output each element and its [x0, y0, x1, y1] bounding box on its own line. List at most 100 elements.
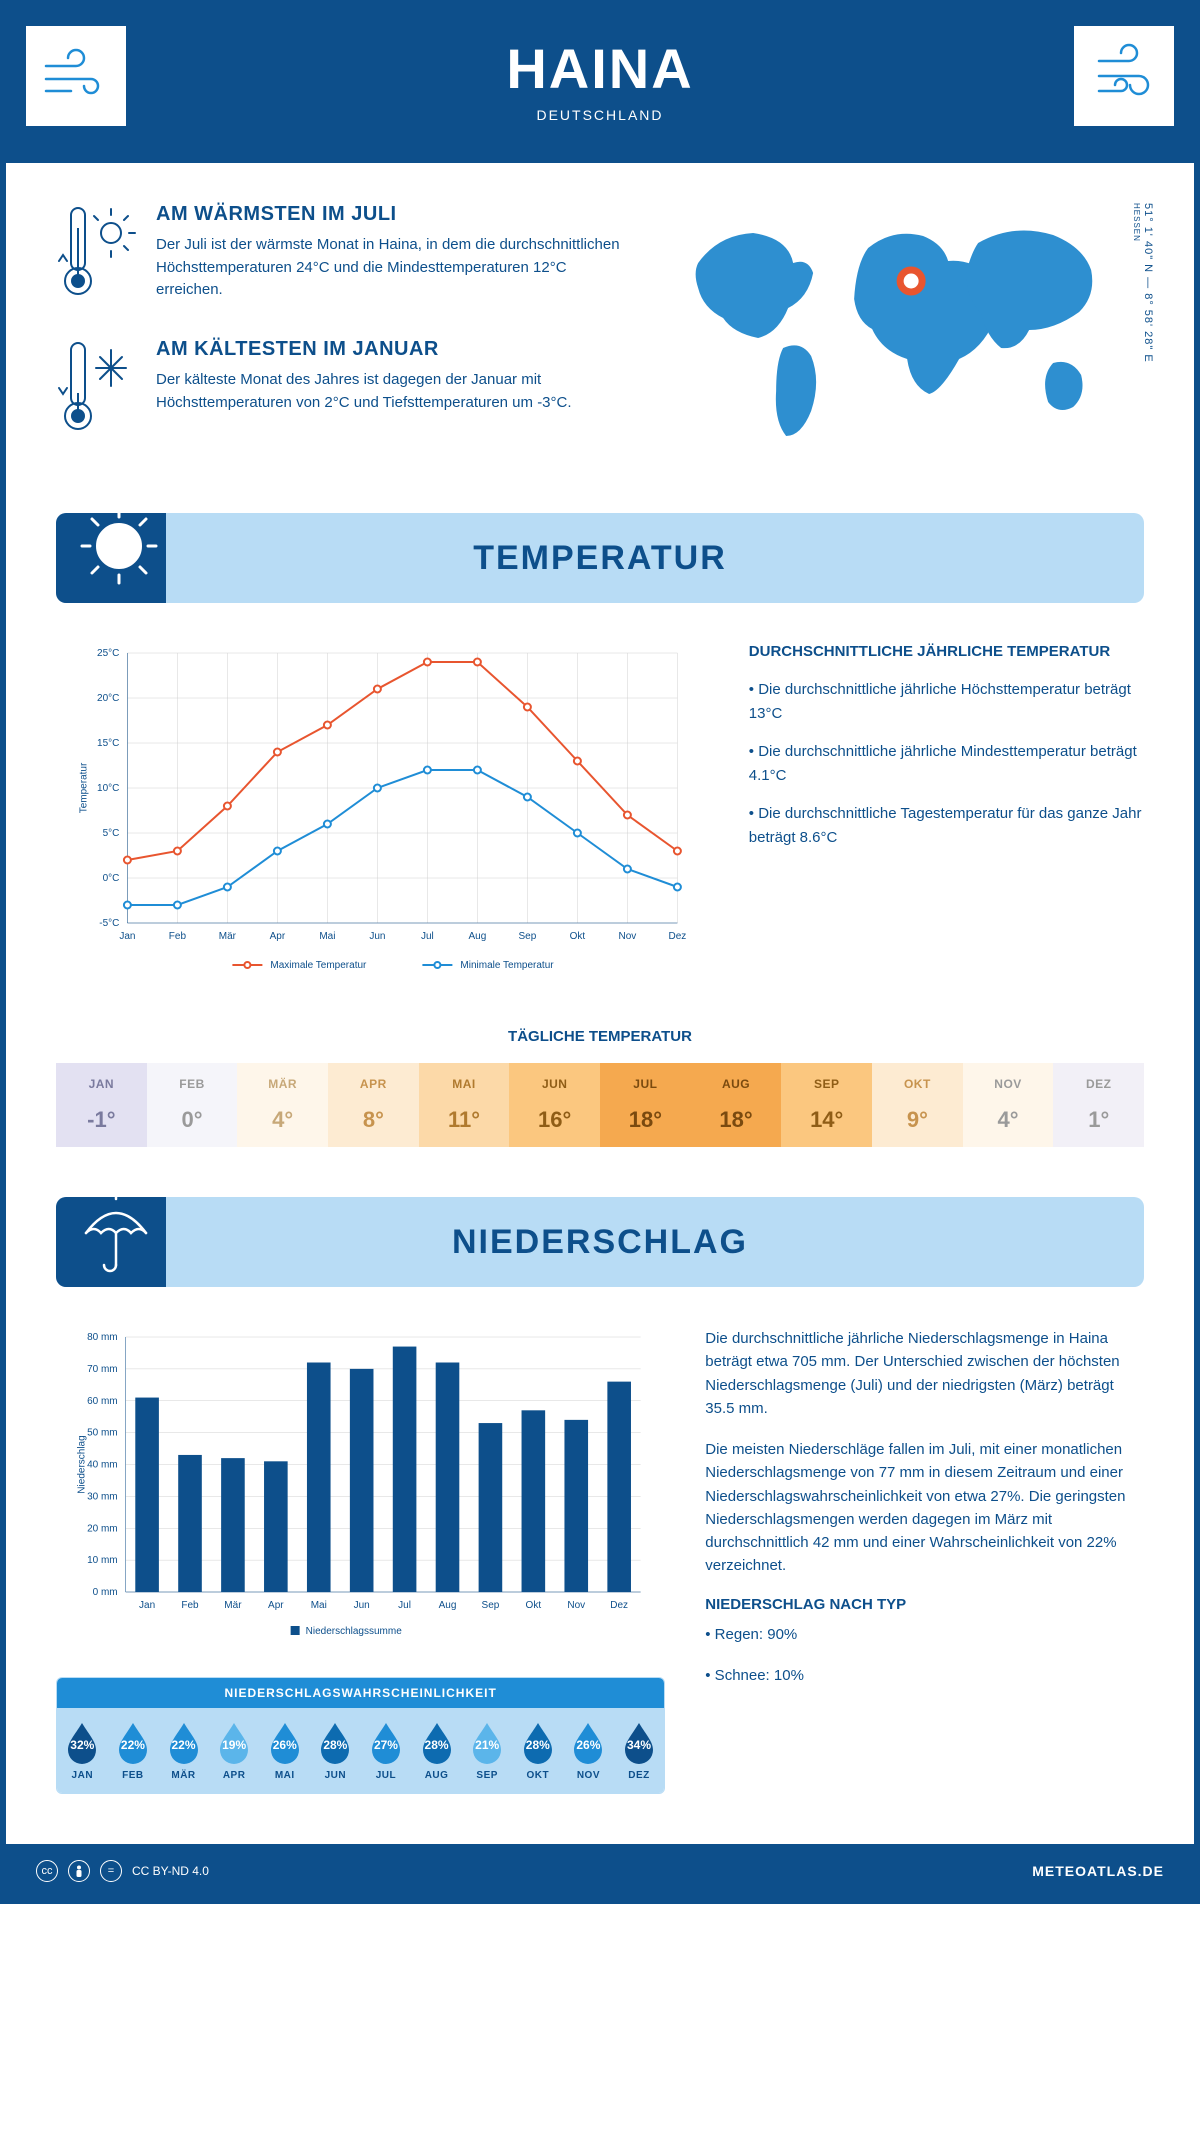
svg-text:Mär: Mär [219, 931, 237, 942]
svg-text:Niederschlag: Niederschlag [77, 1435, 88, 1493]
svg-text:Jun: Jun [369, 931, 385, 942]
precipitation-row: 0 mm10 mm20 mm30 mm40 mm50 mm60 mm70 mm8… [6, 1287, 1194, 1814]
daily-temp-cell: SEP14° [781, 1063, 872, 1147]
coldest-block: AM KÄLTESTEN IM JANUAR Der kälteste Mona… [56, 338, 622, 443]
svg-text:Okt: Okt [526, 1600, 542, 1611]
warmest-block: AM WÄRMSTEN IM JULI Der Juli ist der wär… [56, 203, 622, 308]
section-banner-temperatur: TEMPERATUR [56, 513, 1144, 603]
daily-temp-strip: JAN-1°FEB0°MÄR4°APR8°MAI11°JUN16°JUL18°A… [56, 1063, 1144, 1147]
svg-text:Dez: Dez [669, 931, 687, 942]
svg-text:15°C: 15°C [97, 738, 119, 749]
probability-cell: 28%AUG [411, 1708, 462, 1793]
umbrella-icon [74, 1185, 159, 1285]
probability-cell: 19%APR [209, 1708, 260, 1793]
svg-text:Apr: Apr [270, 931, 286, 942]
coordinates: 51° 1' 40" N — 8° 58' 28" E HESSEN [1130, 203, 1154, 363]
temp-fact-1: • Die durchschnittliche jährliche Höchst… [749, 678, 1144, 726]
svg-text:Feb: Feb [169, 931, 187, 942]
svg-text:0 mm: 0 mm [93, 1587, 118, 1598]
svg-text:Jan: Jan [139, 1600, 155, 1611]
svg-text:Mär: Mär [224, 1600, 242, 1611]
daily-temp-cell: MAI11° [419, 1063, 510, 1147]
nd-icon: = [100, 1860, 122, 1882]
probability-title: NIEDERSCHLAGSWAHRSCHEINLICHKEIT [57, 1678, 664, 1708]
svg-text:Maximale Temperatur: Maximale Temperatur [270, 960, 367, 971]
precip-type-title: NIEDERSCHLAG NACH TYP [705, 1596, 1144, 1613]
svg-text:30 mm: 30 mm [87, 1491, 118, 1502]
probability-cell: 26%NOV [563, 1708, 614, 1793]
svg-text:Nov: Nov [567, 1600, 585, 1611]
infographic-page: HAINA DEUTSCHLAND AM WÄRMSTEN IM JULI De… [0, 0, 1200, 1904]
warmest-title: AM WÄRMSTEN IM JULI [156, 203, 622, 226]
daily-temp-cell: OKT9° [872, 1063, 963, 1147]
daily-temp-cell: JAN-1° [56, 1063, 147, 1147]
temp-facts-title: DURCHSCHNITTLICHE JÄHRLICHE TEMPERATUR [749, 643, 1144, 660]
daily-temp-cell: APR8° [328, 1063, 419, 1147]
probability-cell: 28%OKT [512, 1708, 563, 1793]
svg-text:20°C: 20°C [97, 693, 119, 704]
svg-text:Jun: Jun [354, 1600, 370, 1611]
svg-text:Sep: Sep [519, 931, 537, 942]
temperature-line-chart: -5°C0°C5°C10°C15°C20°C25°CJanFebMärAprMa… [56, 643, 709, 988]
probability-cell: 27%JUL [361, 1708, 412, 1793]
svg-text:Aug: Aug [439, 1600, 457, 1611]
svg-text:20 mm: 20 mm [87, 1523, 118, 1534]
section-title-niederschlag: NIEDERSCHLAG [166, 1223, 1144, 1262]
precip-type-1: • Regen: 90% [705, 1623, 1144, 1646]
warmest-text: Der Juli ist der wärmste Monat in Haina,… [156, 234, 622, 302]
daily-temp-cell: AUG18° [691, 1063, 782, 1147]
daily-temp-cell: MÄR4° [237, 1063, 328, 1147]
page-title: HAINA [26, 36, 1174, 101]
probability-cell: 26%MAI [259, 1708, 310, 1793]
svg-text:Okt: Okt [570, 931, 586, 942]
temperature-facts: DURCHSCHNITTLICHE JÄHRLICHE TEMPERATUR •… [749, 643, 1144, 988]
svg-text:Nov: Nov [619, 931, 637, 942]
probability-cell: 22%FEB [108, 1708, 159, 1793]
cc-icon: cc [36, 1860, 58, 1882]
svg-text:0°C: 0°C [103, 873, 120, 884]
temperature-row: -5°C0°C5°C10°C15°C20°C25°CJanFebMärAprMa… [6, 603, 1194, 1008]
svg-text:Apr: Apr [268, 1600, 284, 1611]
svg-text:Aug: Aug [469, 931, 487, 942]
coldest-text: Der kälteste Monat des Jahres ist dagege… [156, 369, 622, 414]
svg-text:Feb: Feb [181, 1600, 199, 1611]
header: HAINA DEUTSCHLAND [6, 6, 1194, 163]
svg-text:Jan: Jan [119, 931, 135, 942]
precipitation-text: Die durchschnittliche jährliche Niedersc… [705, 1327, 1144, 1794]
wind-icon [26, 26, 126, 126]
svg-text:Mai: Mai [319, 931, 335, 942]
svg-text:40 mm: 40 mm [87, 1460, 118, 1471]
svg-text:10°C: 10°C [97, 783, 119, 794]
license-badges: cc = CC BY-ND 4.0 [36, 1860, 209, 1882]
svg-text:Jul: Jul [398, 1600, 411, 1611]
svg-text:Sep: Sep [482, 1600, 500, 1611]
probability-box: NIEDERSCHLAGSWAHRSCHEINLICHKEIT 32%JAN22… [56, 1677, 665, 1794]
probability-cell: 34%DEZ [614, 1708, 665, 1793]
wind-icon [1074, 26, 1174, 126]
daily-temp-cell: JUL18° [600, 1063, 691, 1147]
by-icon [68, 1860, 90, 1882]
temp-fact-3: • Die durchschnittliche Tagestemperatur … [749, 802, 1144, 850]
intro-row: AM WÄRMSTEN IM JULI Der Juli ist der wär… [6, 163, 1194, 513]
svg-text:25°C: 25°C [97, 648, 119, 659]
precip-type-2: • Schnee: 10% [705, 1664, 1144, 1687]
daily-temp-title: TÄGLICHE TEMPERATUR [6, 1028, 1194, 1045]
section-banner-niederschlag: NIEDERSCHLAG [56, 1197, 1144, 1287]
thermometer-hot-icon [56, 203, 136, 308]
precipitation-bar-chart: 0 mm10 mm20 mm30 mm40 mm50 mm60 mm70 mm8… [56, 1327, 665, 1652]
svg-text:5°C: 5°C [103, 828, 120, 839]
daily-temp-cell: DEZ1° [1053, 1063, 1144, 1147]
svg-text:70 mm: 70 mm [87, 1364, 118, 1375]
svg-text:Temperatur: Temperatur [78, 762, 89, 813]
site-name: METEOATLAS.DE [1032, 1863, 1164, 1879]
sun-icon [74, 501, 164, 596]
probability-cell: 21%SEP [462, 1708, 513, 1793]
world-map: 51° 1' 40" N — 8° 58' 28" E HESSEN [662, 203, 1144, 443]
svg-text:10 mm: 10 mm [87, 1555, 118, 1566]
probability-cell: 22%MÄR [158, 1708, 209, 1793]
footer: cc = CC BY-ND 4.0 METEOATLAS.DE [6, 1844, 1194, 1898]
license-label: CC BY-ND 4.0 [132, 1864, 209, 1878]
svg-text:Minimale Temperatur: Minimale Temperatur [460, 960, 554, 971]
svg-text:Jul: Jul [421, 931, 434, 942]
section-title-temperatur: TEMPERATUR [166, 539, 1144, 578]
